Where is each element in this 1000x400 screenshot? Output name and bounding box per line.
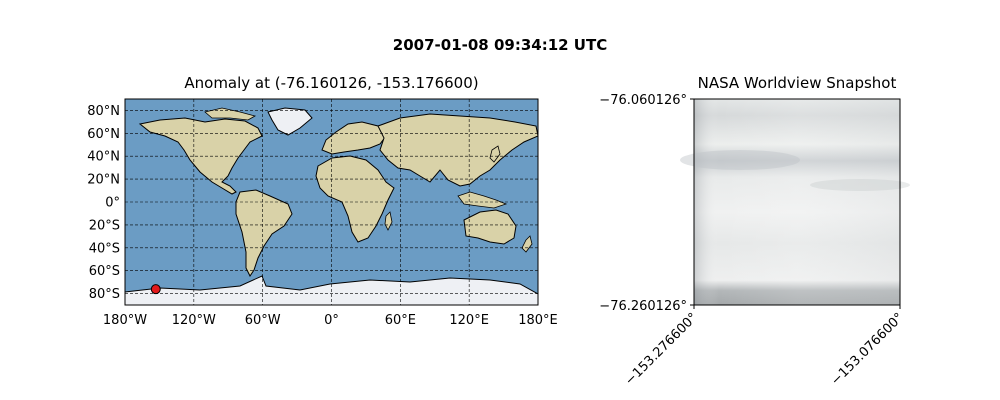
latitude-tick-label: 20°N: [87, 173, 120, 188]
africa: [315, 155, 395, 243]
snapshot-title: NASA Worldview Snapshot: [697, 74, 897, 92]
longitude-tick-label: 180°W: [103, 313, 147, 328]
snapshot-frame: [693, 98, 901, 306]
snapshot-axes: −76.060126° −76.260126° −153.276600° −15…: [599, 93, 910, 389]
map-title: Anomaly at (-76.160126, -153.176600): [184, 74, 479, 92]
latitude-tick-label: 60°N: [87, 127, 120, 142]
greenland: [267, 107, 313, 136]
figure-title: 2007-01-08 09:34:12 UTC: [392, 36, 608, 54]
latitude-tick-label: 20°S: [89, 218, 120, 233]
longitude-tick-label: 120°E: [449, 313, 489, 328]
se-asia-islands: [457, 191, 508, 209]
madagascar: [384, 211, 393, 231]
latitude-tick-labels: 80°N 60°N 40°N 20°N 0° 20°S 40°S 60°S 80°S: [87, 104, 120, 302]
latitude-tick-label: 0°: [105, 196, 120, 211]
latitude-tick-label: 80°S: [89, 287, 120, 302]
longitude-tick-label: 60°E: [385, 313, 416, 328]
latitude-tick-label: 40°S: [89, 241, 120, 256]
australia: [463, 209, 517, 245]
cloud-band: [810, 179, 910, 191]
latitude-tick-label: 60°S: [89, 264, 120, 279]
longitude-tick-label: 60°W: [245, 313, 281, 328]
longitude-tick-label: 120°W: [172, 313, 216, 328]
map-gridlines: [125, 99, 538, 305]
snapshot-x-tick-left: −153.276600°: [622, 310, 700, 388]
latitude-tick-label: 40°N: [87, 150, 120, 165]
snapshot-y-tick-top: −76.060126°: [599, 93, 687, 108]
south-america: [235, 189, 293, 277]
cloud-band: [680, 150, 800, 170]
arctic-islands: [204, 107, 257, 121]
map-axes: 80°N 60°N 40°N 20°N 0° 20°S 40°S 60°S 80°S 180°W…: [87, 98, 558, 328]
japan: [489, 145, 501, 163]
longitude-tick-labels: 180°W 120°W 60°W 0° 60°E 120°E 180°E: [103, 313, 558, 328]
snapshot-image-shading: [694, 99, 900, 305]
new-zealand: [521, 235, 533, 253]
longitude-tick-label: 180°E: [518, 313, 558, 328]
snapshot-x-tick-right: −153.076600°: [828, 310, 906, 388]
anomaly-marker: [150, 284, 161, 295]
asia: [377, 113, 538, 187]
latitude-tick-label: 80°N: [87, 104, 120, 119]
snapshot-y-tick-bottom: −76.260126°: [599, 299, 687, 314]
longitude-tick-label: 0°: [324, 313, 339, 328]
map-frame: [124, 98, 539, 306]
